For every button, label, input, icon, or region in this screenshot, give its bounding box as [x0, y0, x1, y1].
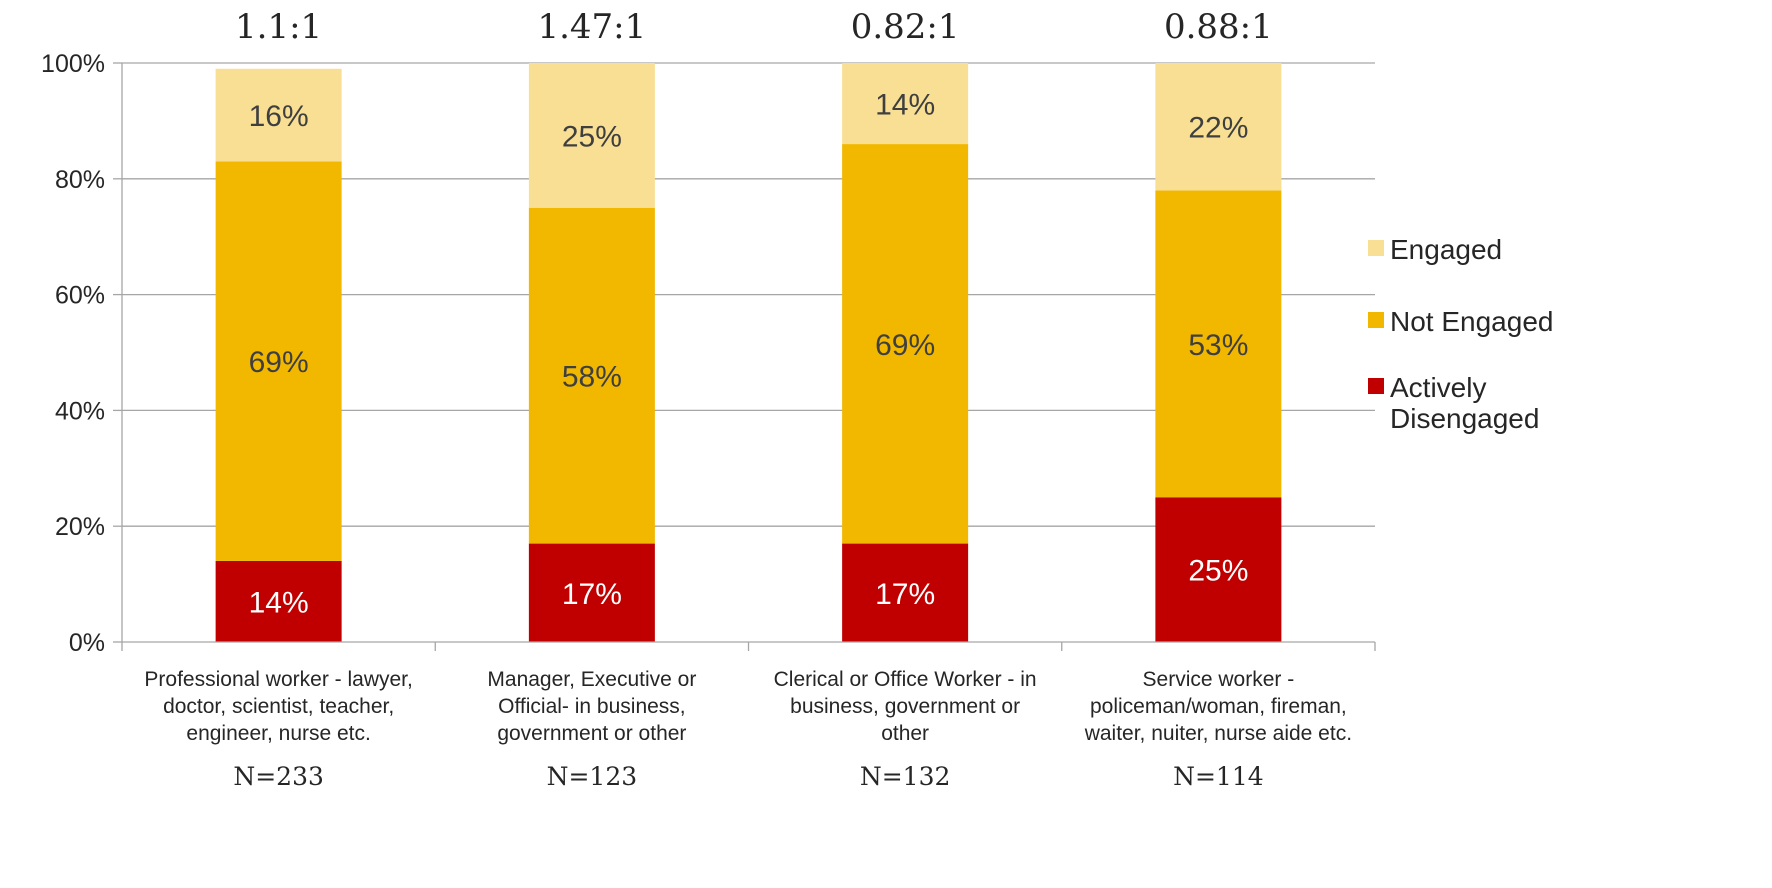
category-label: Clerical or Office Worker - in: [774, 668, 1037, 691]
bar-segment-actively-disengaged: [215, 560, 342, 642]
category-label: business, government or: [790, 695, 1020, 718]
category-label: Service worker -: [1143, 668, 1295, 691]
legend-label: Actively: [1390, 372, 1486, 403]
y-axis: 0% 20% 40% 60% 80% 100%: [41, 50, 122, 657]
bar-segment-actively-disengaged: [528, 543, 655, 642]
ratio-label: 0.82:1: [851, 7, 960, 47]
category-label: engineer, nurse etc.: [186, 722, 370, 745]
ratio-label: 1.1:1: [235, 7, 322, 47]
bar-segment-engaged: [215, 68, 342, 162]
data-label: 58%: [562, 361, 622, 394]
data-label: 14%: [249, 586, 309, 619]
category-label: doctor, scientist, teacher,: [163, 695, 394, 718]
category-label: waiter, nuiter, nurse aide etc.: [1084, 722, 1352, 745]
y-tick-label: 40%: [55, 397, 105, 425]
legend-label: Disengaged: [1390, 403, 1539, 434]
data-label: 17%: [875, 578, 935, 611]
legend-swatch: [1368, 312, 1384, 328]
x-axis: 1.1:1 Professional worker - lawyer, doctor…: [121, 7, 1376, 791]
y-tick-label: 60%: [55, 282, 105, 310]
data-label: 14%: [875, 89, 935, 122]
legend-swatch: [1368, 378, 1384, 394]
y-tick-label: 20%: [55, 513, 105, 541]
data-label: 69%: [249, 346, 309, 379]
sample-size-label: N=114: [1173, 762, 1264, 791]
sample-size-label: N=132: [860, 762, 951, 791]
legend-label: Not Engaged: [1390, 306, 1553, 337]
category-label: Official- in business,: [498, 695, 686, 718]
category-label: other: [881, 722, 929, 745]
sample-size-label: N=233: [233, 762, 324, 791]
y-tick-label: 100%: [41, 50, 105, 78]
legend-swatch: [1368, 240, 1384, 256]
ratio-label: 1.47:1: [537, 7, 646, 47]
category-label: policeman/woman, fireman,: [1090, 695, 1347, 718]
category-label: Professional worker - lawyer,: [144, 668, 412, 691]
data-label: 53%: [1188, 329, 1248, 362]
data-label: 69%: [875, 329, 935, 362]
bar-segment-engaged: [528, 63, 655, 208]
bar-segment-not-engaged: [842, 144, 969, 544]
legend-label: Engaged: [1390, 234, 1502, 265]
bar-segment-not-engaged: [215, 161, 342, 561]
data-label: 16%: [249, 100, 309, 133]
bar-segment-engaged: [842, 63, 969, 145]
data-label: 25%: [1188, 555, 1248, 588]
bar-segment-not-engaged: [1155, 190, 1282, 498]
bars: 14% 69% 16% 17% 58% 25% 17% 69% 14% 25% 53% 22%: [215, 63, 1282, 642]
bar-segment-not-engaged: [528, 207, 655, 544]
category-label: Manager, Executive or: [487, 668, 696, 691]
bar-segment-actively-disengaged: [1155, 497, 1282, 642]
y-tick-label: 0%: [69, 629, 105, 657]
y-tick-label: 80%: [55, 166, 105, 194]
ratio-label: 0.88:1: [1164, 7, 1273, 47]
bar-segment-engaged: [1155, 63, 1282, 191]
category-label: government or other: [497, 722, 686, 745]
data-label: 25%: [562, 120, 622, 153]
bar-segment-actively-disengaged: [842, 543, 969, 642]
data-label: 17%: [562, 578, 622, 611]
data-label: 22%: [1188, 112, 1248, 145]
sample-size-label: N=123: [547, 762, 638, 791]
